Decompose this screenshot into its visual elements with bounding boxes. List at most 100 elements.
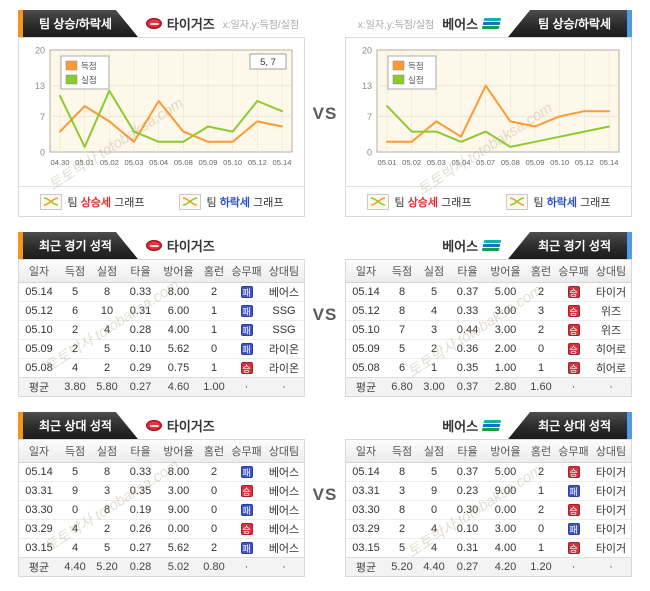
table-cell: 6.80 bbox=[386, 376, 418, 396]
loss-badge: 패 bbox=[567, 484, 580, 497]
table-cell: 0.75 bbox=[158, 357, 199, 377]
loss-badge: 패 bbox=[240, 541, 253, 554]
svg-text:05.09: 05.09 bbox=[525, 158, 544, 167]
column-header: 홈런 bbox=[526, 440, 556, 463]
recent-left-panel: 토토박사 totobaksa.com 일자 득점 실점 타율 방어율 홈런 승무패 상대팀 05… bbox=[18, 259, 305, 397]
cross-lines-icon bbox=[505, 193, 528, 210]
h2h-section: 최근 상대 성적 타이거즈 토토박사 totobaksa.com 일자 득점 실점 타… bbox=[18, 412, 632, 577]
rise-graph-button[interactable]: 팀 상승세 그래프 bbox=[39, 193, 145, 210]
table-cell: 0.37 bbox=[450, 376, 485, 396]
table-cell: 4.40 bbox=[59, 556, 91, 576]
table-cell: 03.30 bbox=[19, 499, 59, 519]
svg-text:05.14: 05.14 bbox=[272, 158, 291, 167]
column-header: 승무패 bbox=[229, 440, 264, 463]
table-cell: 5.20 bbox=[91, 556, 123, 576]
result-cell: 패 bbox=[229, 338, 264, 358]
team-left-name: 타이거즈 bbox=[166, 419, 215, 434]
trend-chart-right: 0 7 13 20 05.01 05.02 05.03 05.04 05.07 05.08 05.0… bbox=[362, 46, 620, 167]
table-header-row: 일자 득점 실점 타율 방어율 홈런 승무패 상대팀 bbox=[19, 440, 304, 463]
result-cell: 승 bbox=[556, 462, 591, 481]
table-cell: 5.80 bbox=[91, 376, 123, 396]
loss-badge: 패 bbox=[240, 304, 253, 317]
table-row: 05.12 6 10 0.31 6.00 1 패 SSG bbox=[19, 300, 304, 320]
rise-graph-button[interactable]: 팀 상승세 그래프 bbox=[366, 193, 472, 210]
h2h-left-table: 일자 득점 실점 타율 방어율 홈런 승무패 상대팀 05.14 5 8 0.33 8.00 2 패 베어스 0… bbox=[19, 440, 304, 576]
section-title: 최근 경기 성적 bbox=[538, 239, 611, 253]
result-cell: 패 bbox=[229, 537, 264, 557]
table-row: 05.14 8 5 0.37 5.00 2 승 타이거 bbox=[346, 462, 631, 481]
table-cell: 0.44 bbox=[450, 319, 485, 339]
result-cell: 승 bbox=[556, 499, 591, 519]
table-cell: 라이온 bbox=[264, 338, 304, 358]
table-cell: 0.00 bbox=[158, 518, 199, 538]
trend-left-panel: 토토박사 totobaksa.com 0 7 13 20 04.30 05.01 05.02… bbox=[18, 37, 305, 217]
win-badge: 승 bbox=[240, 361, 253, 374]
average-row: 평균 4.40 5.20 0.28 5.02 0.80 · · bbox=[19, 556, 304, 576]
table-cell: SSG bbox=[264, 300, 304, 320]
table-cell: 타이거 bbox=[591, 499, 631, 519]
table-cell: 05.08 bbox=[19, 357, 59, 377]
table-cell: 03.30 bbox=[346, 499, 386, 519]
table-cell: 0 bbox=[199, 480, 229, 500]
svg-text:7: 7 bbox=[40, 112, 45, 122]
trend-left-chart-area: 0 7 13 20 04.30 05.01 05.02 05.03 05.04 05.08 05.0… bbox=[19, 38, 304, 186]
table-cell: · bbox=[556, 556, 591, 576]
table-cell: 0.37 bbox=[456, 285, 479, 298]
team-right-name: 베어스 bbox=[442, 419, 479, 434]
table-cell: 3.00 bbox=[485, 518, 526, 538]
average-row: 평균 3.80 5.80 0.27 4.60 1.00 · · bbox=[19, 376, 304, 396]
table-cell: 타이거 bbox=[591, 480, 631, 500]
table-cell: 4 bbox=[91, 319, 123, 339]
table-cell: · bbox=[591, 376, 631, 396]
table-cell: 5 bbox=[71, 465, 79, 478]
loss-badge: 패 bbox=[240, 503, 253, 516]
table-cell: 2 bbox=[386, 518, 418, 538]
column-header: 일자 bbox=[346, 260, 386, 283]
result-cell: 패 bbox=[229, 282, 264, 301]
table-cell: 0.23 bbox=[450, 480, 485, 500]
h2h-right-table: 일자 득점 실점 타율 방어율 홈런 승무패 상대팀 05.14 8 5 0.37 5.00 2 승 타이거 0… bbox=[346, 440, 631, 576]
trend-chart-left: 0 7 13 20 04.30 05.01 05.02 05.03 05.04 05.08 05.0… bbox=[35, 46, 293, 167]
table-cell: 0.00 bbox=[485, 499, 526, 519]
svg-text:05.03: 05.03 bbox=[427, 158, 446, 167]
table-cell: 05.10 bbox=[19, 319, 59, 339]
svg-text:05.08: 05.08 bbox=[174, 158, 193, 167]
table-row: 05.09 2 5 0.10 5.62 0 패 라이온 bbox=[19, 338, 304, 358]
win-badge: 승 bbox=[567, 285, 580, 298]
vs-divider: VS bbox=[305, 232, 345, 397]
result-cell: 승 bbox=[556, 537, 591, 557]
fall-graph-button[interactable]: 팀 하락세 그래프 bbox=[505, 193, 611, 210]
svg-text:05.02: 05.02 bbox=[100, 158, 119, 167]
table-row: 03.31 9 3 0.35 3.00 0 승 베어스 bbox=[19, 480, 304, 500]
table-cell: 4.00 bbox=[158, 319, 199, 339]
recent-left-column: 최근 경기 성적 타이거즈 토토박사 totobaksa.com 일자 득점 실점 타… bbox=[18, 232, 305, 397]
table-cell: 05.12 bbox=[346, 300, 386, 320]
svg-text:20: 20 bbox=[362, 46, 372, 56]
blue-accent-bar bbox=[627, 412, 632, 439]
table-row: 03.30 8 0 0.30 0.00 2 승 타이거 bbox=[346, 499, 631, 519]
table-cell: 8 bbox=[386, 300, 418, 320]
table-cell: 1 bbox=[526, 537, 556, 557]
svg-text:05.03: 05.03 bbox=[124, 158, 143, 167]
trend-left-column: 팀 상승/하락세 타이거즈 x:일자,y:득점/실점 토토박사 totobaks… bbox=[18, 10, 305, 217]
recent-left-table: 일자 득점 실점 타율 방어율 홈런 승무패 상대팀 05.14 5 8 0.33 8.00 2 패 베어스 0… bbox=[19, 260, 304, 396]
h2h-left-header: 최근 상대 성적 타이거즈 bbox=[18, 412, 305, 439]
win-badge: 승 bbox=[567, 503, 580, 516]
table-cell: 2 bbox=[59, 338, 91, 358]
table-header-row: 일자 득점 실점 타율 방어율 홈런 승무패 상대팀 bbox=[19, 260, 304, 283]
table-row: 03.15 4 5 0.27 5.62 2 패 베어스 bbox=[19, 537, 304, 557]
table-cell: 히어로 bbox=[591, 357, 631, 377]
cross-lines-icon bbox=[366, 193, 389, 210]
table-cell: 베어스 bbox=[268, 286, 300, 299]
svg-text:20: 20 bbox=[35, 46, 45, 56]
table-cell: 0 bbox=[199, 518, 229, 538]
result-cell: 패 bbox=[229, 499, 264, 519]
fall-graph-button[interactable]: 팀 하락세 그래프 bbox=[178, 193, 284, 210]
trend-left-buttons: 팀 상승세 그래프 팀 하락세 그래프 bbox=[19, 186, 304, 216]
svg-text:05.04: 05.04 bbox=[451, 158, 470, 167]
h2h-left-column: 최근 상대 성적 타이거즈 토토박사 totobaksa.com 일자 득점 실점 타… bbox=[18, 412, 305, 577]
table-row: 03.29 4 2 0.26 0.00 0 승 베어스 bbox=[19, 518, 304, 538]
table-cell: 2 bbox=[526, 319, 556, 339]
table-cell: 8.00 bbox=[167, 285, 190, 298]
table-cell: 4.60 bbox=[158, 376, 199, 396]
